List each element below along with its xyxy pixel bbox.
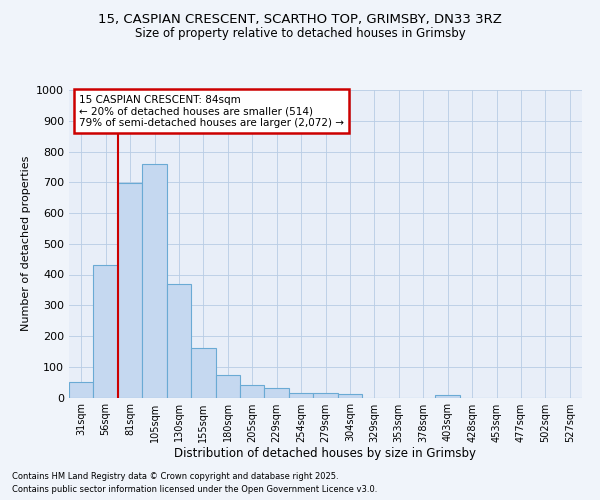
Bar: [240, 385, 265, 398]
Bar: [289, 393, 313, 398]
Bar: [118, 183, 142, 398]
Bar: [94, 266, 118, 398]
Bar: [215, 375, 240, 398]
Bar: [142, 164, 167, 398]
Bar: [265, 388, 289, 398]
Text: 15, CASPIAN CRESCENT, SCARTHO TOP, GRIMSBY, DN33 3RZ: 15, CASPIAN CRESCENT, SCARTHO TOP, GRIMS…: [98, 12, 502, 26]
Bar: [167, 284, 191, 398]
Text: Contains public sector information licensed under the Open Government Licence v3: Contains public sector information licen…: [12, 485, 377, 494]
X-axis label: Distribution of detached houses by size in Grimsby: Distribution of detached houses by size …: [175, 448, 476, 460]
Bar: [69, 382, 94, 398]
Bar: [313, 393, 338, 398]
Bar: [338, 394, 362, 398]
Bar: [436, 395, 460, 398]
Text: Size of property relative to detached houses in Grimsby: Size of property relative to detached ho…: [134, 28, 466, 40]
Text: Contains HM Land Registry data © Crown copyright and database right 2025.: Contains HM Land Registry data © Crown c…: [12, 472, 338, 481]
Y-axis label: Number of detached properties: Number of detached properties: [20, 156, 31, 332]
Text: 15 CASPIAN CRESCENT: 84sqm
← 20% of detached houses are smaller (514)
79% of sem: 15 CASPIAN CRESCENT: 84sqm ← 20% of deta…: [79, 94, 344, 128]
Bar: [191, 348, 215, 398]
